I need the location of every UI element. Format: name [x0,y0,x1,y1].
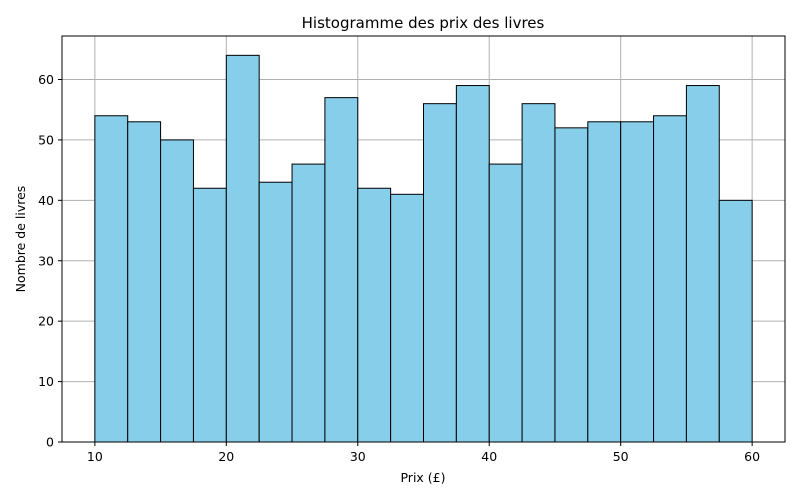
plot-frame [61,35,786,443]
histogram-bar [324,97,359,443]
y-tick-label: 40 [38,193,54,208]
histogram-bar [423,103,457,443]
histogram-bar [225,54,260,443]
histogram-bar [160,139,194,443]
histogram-bar [455,85,490,443]
y-axis-label: Nombre de livres [13,186,28,293]
x-tick-label: 20 [218,449,234,464]
y-tick-label: 10 [38,374,54,389]
histogram-bar [127,121,162,443]
histogram-bar [291,163,326,443]
histogram-bar [258,181,293,443]
y-tick-label: 50 [38,132,54,147]
histogram-bar [620,121,655,443]
chart-title: Histogramme des prix des livres [302,14,545,32]
histogram-bar [94,115,129,443]
y-tick-label: 60 [38,72,54,87]
x-tick-label: 50 [613,449,629,464]
histogram-bar [653,115,687,443]
x-axis-label: Prix (£) [400,470,445,485]
y-tick-label: 30 [38,253,54,268]
histogram-bar [488,163,523,443]
tick-labels: 10 20 30 40 50 60 0 10 20 30 40 50 60 [38,72,760,464]
histogram-bar [554,127,589,443]
histogram-bar [587,121,622,443]
histogram-bar [685,85,720,443]
y-tick-label: 0 [46,435,54,450]
x-tick-label: 40 [481,449,497,464]
histogram-bars [94,54,753,443]
x-tick-label: 10 [87,449,103,464]
axes [58,35,786,446]
histogram-bar [521,103,556,443]
y-tick-label: 20 [38,314,54,329]
histogram-bar [390,193,424,443]
histogram-bar [357,187,392,443]
x-tick-label: 60 [744,449,760,464]
histogram-bar [718,199,753,443]
x-tick-label: 30 [350,449,366,464]
histogram-bar [192,187,227,443]
